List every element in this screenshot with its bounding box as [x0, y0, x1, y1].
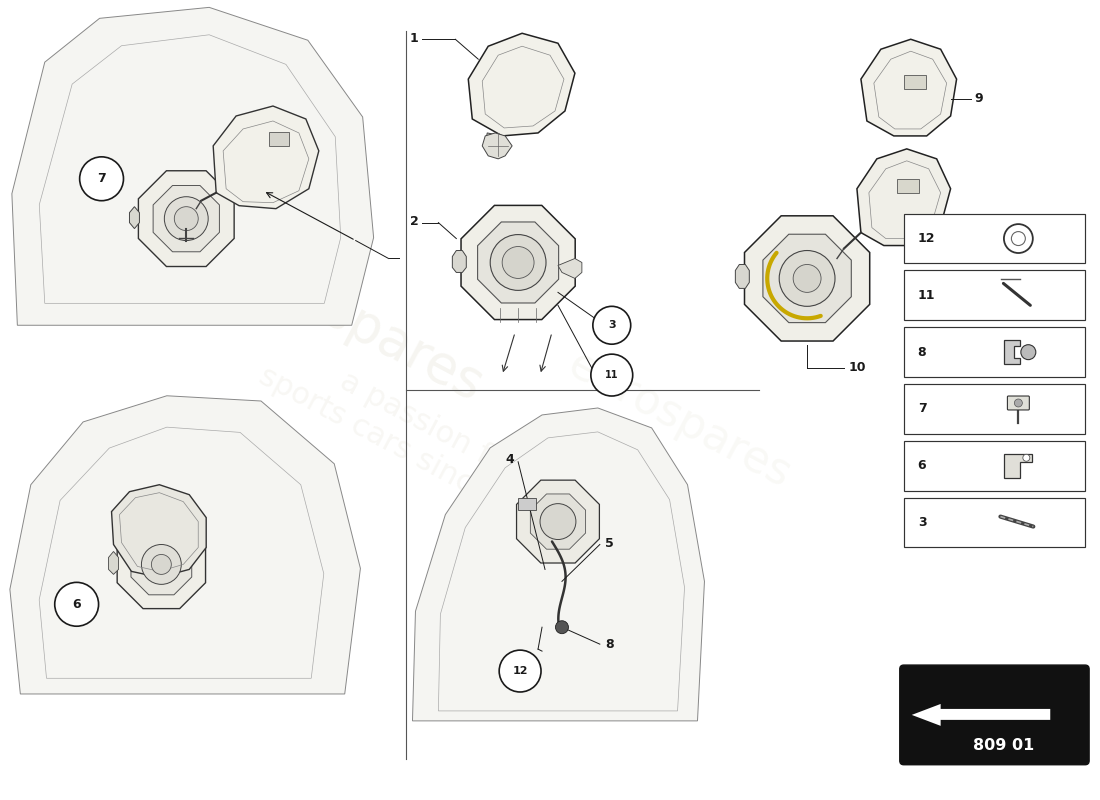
Polygon shape	[558, 258, 582, 278]
Polygon shape	[485, 133, 503, 149]
Circle shape	[491, 234, 546, 290]
Polygon shape	[763, 234, 851, 322]
Circle shape	[55, 582, 99, 626]
Polygon shape	[745, 216, 870, 341]
Text: 7: 7	[917, 402, 926, 415]
Text: 3: 3	[608, 320, 616, 330]
Polygon shape	[1004, 340, 1021, 364]
Polygon shape	[530, 494, 585, 549]
Polygon shape	[118, 520, 206, 609]
Polygon shape	[857, 149, 950, 246]
Text: 809 01: 809 01	[972, 738, 1034, 754]
Circle shape	[591, 354, 632, 396]
Circle shape	[152, 554, 172, 574]
Circle shape	[779, 250, 835, 306]
Polygon shape	[912, 704, 1050, 726]
FancyBboxPatch shape	[904, 327, 1085, 377]
Polygon shape	[111, 485, 206, 578]
Polygon shape	[153, 186, 219, 252]
Circle shape	[79, 157, 123, 201]
Text: eurospares: eurospares	[561, 343, 799, 497]
Circle shape	[556, 621, 569, 634]
Circle shape	[499, 650, 541, 692]
FancyBboxPatch shape	[896, 178, 918, 193]
FancyBboxPatch shape	[904, 441, 1085, 490]
Text: 4: 4	[505, 454, 514, 466]
Polygon shape	[109, 551, 119, 574]
Text: 3: 3	[917, 516, 926, 529]
Polygon shape	[736, 265, 749, 288]
Text: 6: 6	[917, 459, 926, 472]
Circle shape	[1011, 231, 1025, 246]
Circle shape	[1023, 454, 1030, 462]
Circle shape	[1014, 399, 1022, 407]
Polygon shape	[477, 222, 559, 303]
FancyBboxPatch shape	[904, 384, 1085, 434]
Text: 8: 8	[605, 638, 614, 650]
Text: a passion for
sports cars since 1965: a passion for sports cars since 1965	[254, 331, 587, 548]
Polygon shape	[12, 7, 374, 326]
Text: 8: 8	[917, 346, 926, 358]
FancyBboxPatch shape	[904, 75, 926, 89]
Circle shape	[540, 504, 576, 539]
Polygon shape	[469, 34, 575, 136]
Circle shape	[593, 306, 630, 344]
Polygon shape	[213, 106, 319, 209]
FancyBboxPatch shape	[900, 665, 1089, 765]
Text: 10: 10	[849, 361, 867, 374]
Circle shape	[1004, 224, 1033, 253]
FancyBboxPatch shape	[518, 498, 536, 510]
Polygon shape	[130, 206, 140, 229]
Text: 6: 6	[73, 598, 81, 610]
FancyBboxPatch shape	[270, 132, 289, 146]
Text: 12: 12	[513, 666, 528, 676]
Text: 11: 11	[605, 370, 618, 380]
Polygon shape	[452, 250, 466, 273]
Text: eurospares: eurospares	[209, 229, 492, 412]
Circle shape	[142, 545, 182, 584]
FancyBboxPatch shape	[904, 214, 1085, 263]
Polygon shape	[412, 408, 704, 721]
Polygon shape	[1004, 454, 1032, 478]
Text: 1: 1	[409, 32, 418, 45]
Polygon shape	[861, 39, 957, 136]
Polygon shape	[131, 534, 191, 595]
Polygon shape	[517, 480, 600, 563]
Text: 9: 9	[975, 91, 983, 105]
Circle shape	[503, 246, 535, 278]
FancyBboxPatch shape	[904, 498, 1085, 547]
Polygon shape	[461, 206, 575, 319]
FancyBboxPatch shape	[1008, 396, 1030, 410]
Polygon shape	[482, 133, 513, 159]
Circle shape	[174, 206, 198, 230]
Polygon shape	[10, 396, 361, 694]
Circle shape	[164, 197, 208, 241]
Text: 5: 5	[605, 537, 614, 550]
Circle shape	[793, 265, 821, 292]
Text: 11: 11	[917, 289, 935, 302]
FancyBboxPatch shape	[904, 270, 1085, 320]
Text: 12: 12	[917, 232, 935, 245]
Text: 2: 2	[409, 215, 418, 228]
Text: 7: 7	[97, 172, 106, 186]
Circle shape	[1021, 345, 1036, 360]
Polygon shape	[139, 170, 234, 266]
